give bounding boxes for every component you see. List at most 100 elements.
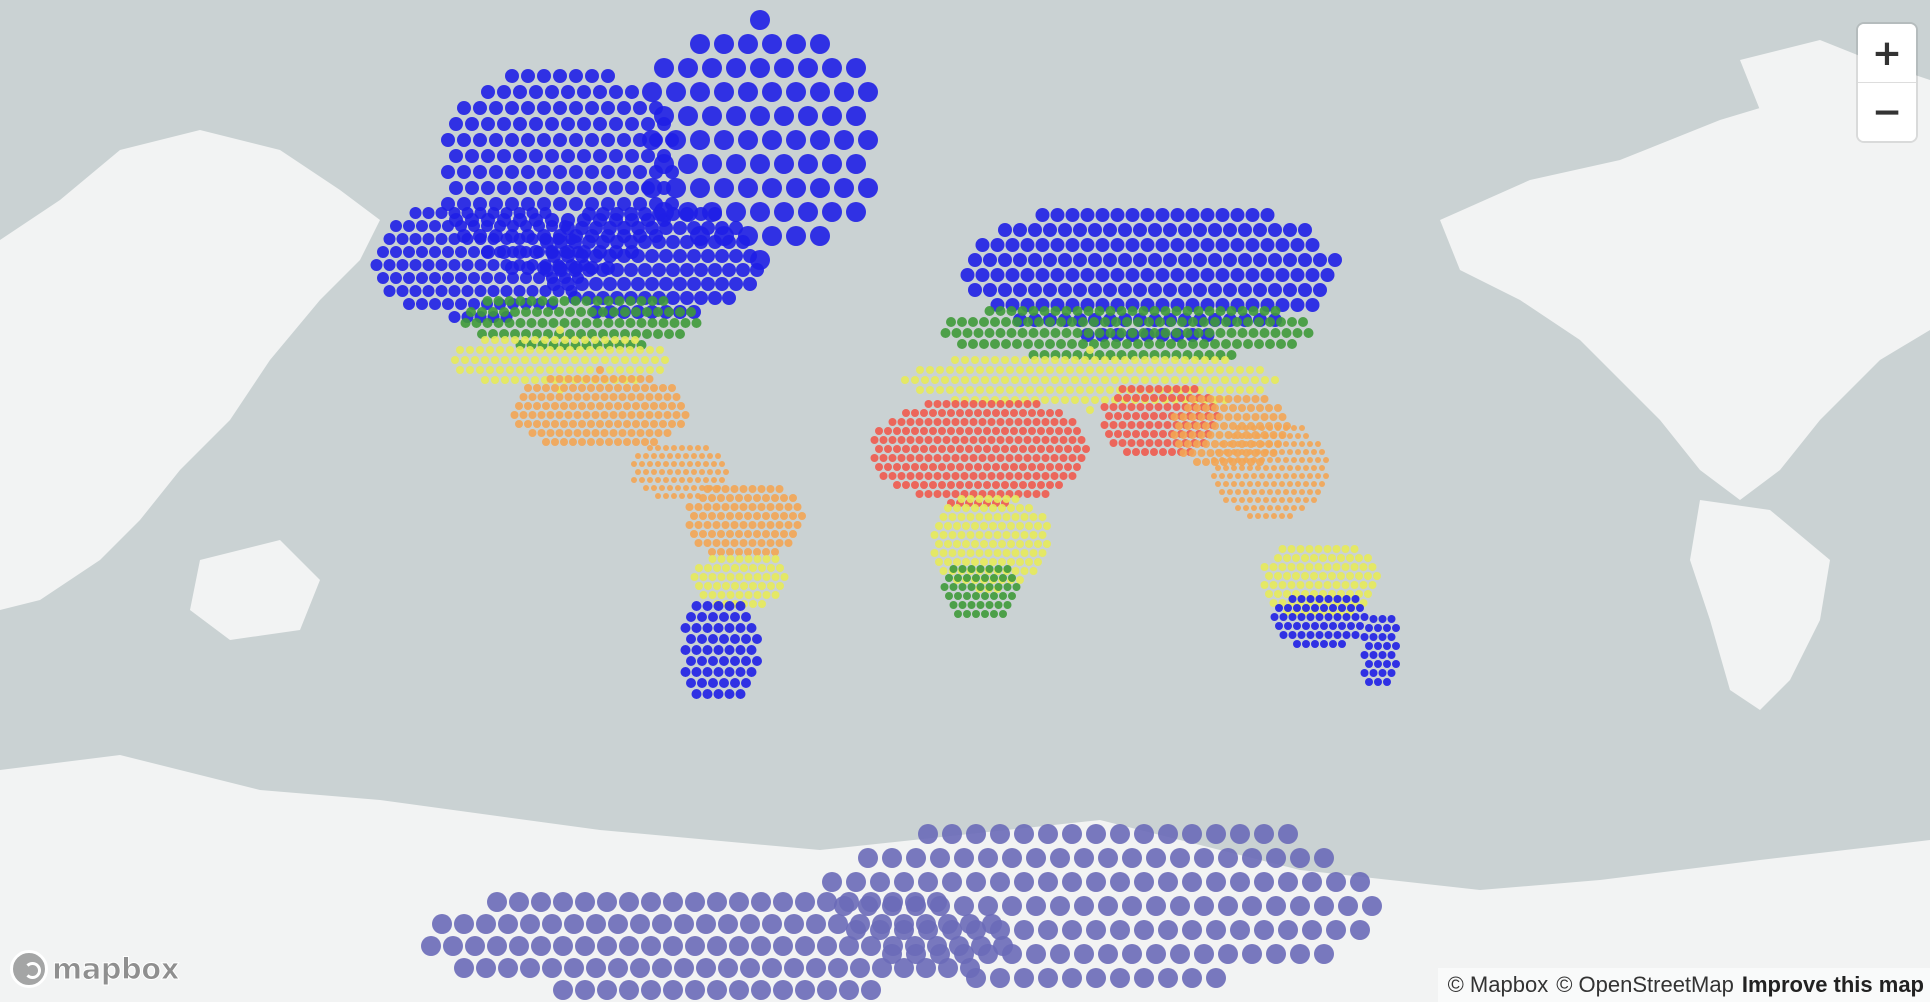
- temperature-dot: [696, 914, 716, 934]
- temperature-dot: [654, 58, 674, 78]
- temperature-dot: [589, 249, 603, 263]
- temperature-dot: [581, 296, 592, 306]
- temperature-dot: [569, 165, 583, 179]
- temperature-dot: [946, 317, 956, 327]
- temperature-dot: [744, 591, 753, 599]
- temperature-dot: [1110, 208, 1125, 222]
- temperature-dot: [1315, 595, 1324, 603]
- temperature-dot: [1368, 581, 1377, 589]
- temperature-dot: [455, 246, 467, 258]
- temperature-dot: [1290, 298, 1305, 312]
- temperature-dot: [967, 565, 976, 573]
- temperature-dot: [1248, 328, 1259, 338]
- temperature-dot: [650, 420, 658, 428]
- temperature-dot: [775, 521, 784, 529]
- temperature-dot: [1275, 604, 1283, 612]
- temperature-dot: [606, 346, 614, 354]
- temperature-dot: [1245, 238, 1260, 252]
- temperature-dot: [753, 548, 761, 556]
- temperature-dot: [1193, 440, 1201, 448]
- temperature-dot: [1088, 223, 1102, 237]
- temperature-dot: [506, 346, 514, 354]
- temperature-dot: [718, 958, 738, 978]
- temperature-dot: [1094, 328, 1105, 338]
- temperature-dot: [1123, 394, 1131, 402]
- attribution-mapbox-link[interactable]: © Mapbox: [1447, 972, 1549, 997]
- temperature-dot: [938, 427, 946, 435]
- zoom-in-button[interactable]: +: [1858, 24, 1916, 82]
- temperature-dot: [1242, 944, 1262, 964]
- temperature-dot: [473, 197, 487, 211]
- temperature-dot: [667, 453, 673, 459]
- temperature-dot: [1133, 317, 1143, 327]
- temperature-dot: [1243, 425, 1249, 431]
- temperature-dot: [618, 429, 627, 437]
- temperature-dot: [1230, 872, 1250, 892]
- temperature-dot: [976, 601, 985, 609]
- mapbox-logo[interactable]: mapbox: [10, 950, 180, 988]
- temperature-dot: [771, 530, 779, 538]
- temperature-dot: [1133, 339, 1143, 349]
- temperature-dot: [519, 411, 528, 419]
- temperature-dot: [930, 944, 950, 964]
- temperature-dot: [1253, 253, 1267, 267]
- temperature-dot: [750, 154, 770, 174]
- temperature-dot: [561, 356, 569, 364]
- temperature-dot: [652, 914, 672, 934]
- temperature-dot: [663, 892, 683, 912]
- temperature-dot: [1283, 425, 1289, 431]
- temperature-dot: [623, 402, 631, 410]
- temperature-dot: [1140, 208, 1155, 222]
- temperature-dot: [1163, 253, 1177, 267]
- temperature-dot: [1270, 306, 1281, 316]
- temperature-dot: [1012, 339, 1022, 349]
- temperature-dot: [511, 336, 519, 344]
- improve-map-link[interactable]: Improve this map: [1741, 972, 1924, 997]
- temperature-dot: [597, 980, 617, 1000]
- temperature-dot: [618, 411, 627, 419]
- temperature-dot: [946, 386, 954, 394]
- temperature-dot: [1276, 317, 1286, 327]
- temperature-dot: [1041, 472, 1050, 480]
- temperature-dot: [1159, 448, 1167, 456]
- temperature-dot: [1032, 454, 1041, 462]
- temperature-dot: [1211, 422, 1219, 430]
- temperature-dot: [702, 601, 713, 611]
- temperature-dot: [839, 936, 859, 956]
- temperature-dot: [554, 307, 564, 317]
- temperature-dot: [500, 285, 513, 297]
- temperature-dot: [526, 207, 539, 219]
- temperature-dot: [600, 375, 609, 383]
- temperature-dot: [981, 356, 989, 364]
- temperature-dot: [924, 472, 933, 480]
- temperature-dot: [1292, 572, 1300, 580]
- temperature-dot: [1279, 613, 1288, 621]
- temperature-dot: [1233, 395, 1242, 403]
- temperature-dot: [1230, 824, 1250, 844]
- temperature-dot: [920, 409, 928, 417]
- temperature-dot: [548, 318, 559, 328]
- temperature-dot: [998, 558, 1006, 566]
- temperature-dot: [1155, 317, 1165, 327]
- temperature-dot: [611, 356, 619, 364]
- temperature-dot: [735, 591, 744, 599]
- temperature-dot: [1158, 824, 1178, 844]
- temperature-dot: [708, 612, 718, 622]
- temperature-dot: [636, 346, 644, 354]
- temperature-dot: [619, 892, 639, 912]
- temperature-dot: [520, 914, 540, 934]
- temperature-dot: [717, 591, 726, 599]
- temperature-dot: [448, 311, 461, 323]
- temperature-dot: [736, 235, 750, 249]
- temperature-dot: [976, 386, 984, 394]
- temperature-dot: [647, 461, 653, 467]
- attribution-osm-link[interactable]: © OpenStreetMap: [1556, 972, 1734, 997]
- temperature-dot: [1050, 436, 1059, 444]
- temperature-dot: [416, 246, 428, 258]
- temperature-dot: [697, 634, 707, 644]
- temperature-dot: [1239, 465, 1245, 471]
- temperature-dot: [578, 438, 586, 446]
- zoom-out-button[interactable]: −: [1858, 82, 1916, 141]
- temperature-dot: [571, 336, 579, 344]
